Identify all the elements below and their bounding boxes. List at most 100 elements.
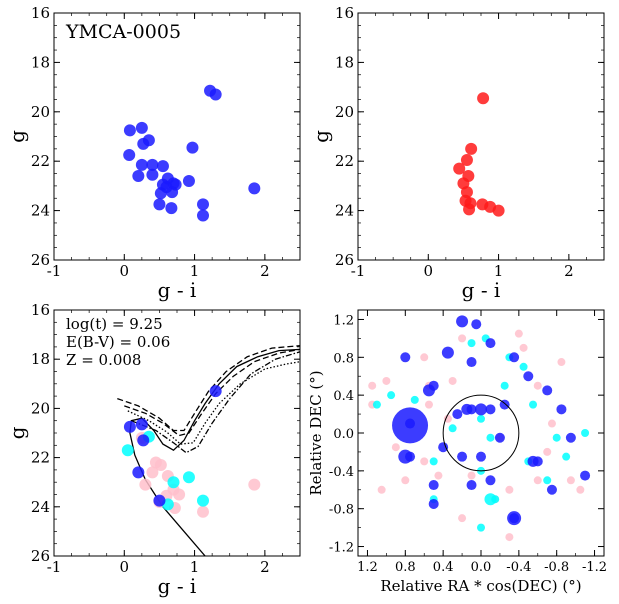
isochrone-dotted <box>127 361 300 445</box>
data-point <box>543 447 552 456</box>
data-point <box>477 92 490 105</box>
y-tick-label: 18 <box>31 53 50 71</box>
y-tick-label: 22 <box>31 449 50 467</box>
x-tick-label: -1 <box>47 262 62 280</box>
x-tick-label: 0.8 <box>395 560 416 575</box>
data-point <box>492 204 505 217</box>
data-point <box>566 476 575 485</box>
data-point <box>529 400 538 409</box>
isochrone-dashed <box>117 345 300 432</box>
data-point <box>542 385 553 396</box>
data-point-large <box>527 455 539 467</box>
data-point <box>429 457 438 466</box>
data-point <box>197 198 210 211</box>
data-point-large <box>398 449 413 464</box>
x-tick-label: 2 <box>260 558 270 576</box>
data-point <box>533 381 542 390</box>
data-point <box>137 137 150 150</box>
x-tick-label: -0.4 <box>506 560 531 575</box>
data-point <box>420 457 429 466</box>
y-axis-label: g <box>5 130 29 143</box>
y-axis-label: g <box>309 130 333 143</box>
data-point <box>505 533 514 542</box>
data-point <box>477 414 485 423</box>
axes-frame <box>357 12 605 261</box>
y-tick-label: 1.2 <box>333 313 354 328</box>
data-point <box>562 452 571 461</box>
data-point <box>123 149 136 162</box>
panel-p2: -1 0 1 2 16 18 20 22 24 26 g - i g <box>309 4 605 302</box>
data-point <box>458 334 467 343</box>
data-point <box>167 476 180 489</box>
isochrone-dashdot <box>131 351 300 454</box>
data-point <box>132 466 145 479</box>
data-point <box>485 338 496 349</box>
data-point <box>452 409 463 420</box>
data-point <box>166 186 179 199</box>
data-point <box>197 494 210 507</box>
data-point <box>466 480 477 491</box>
data-point <box>135 121 148 134</box>
data-point <box>387 391 396 400</box>
data-point <box>372 400 381 409</box>
y-tick-label: 0.8 <box>333 351 354 366</box>
series-red <box>453 92 505 217</box>
data-point <box>556 404 567 415</box>
y-tick-label: -1.2 <box>329 541 354 556</box>
panel-p3: -1 0 1 2 16 18 20 22 24 26 g - i g log(t) = 9.25E(B-… <box>5 301 301 598</box>
x-tick-label: -0.8 <box>544 560 569 575</box>
data-point-large <box>441 346 454 359</box>
data-point-large <box>507 511 522 526</box>
y-tick-label: 24 <box>31 202 50 220</box>
data-point <box>153 198 166 211</box>
x-axis-label: g - i <box>158 574 197 598</box>
data-point <box>514 329 523 338</box>
data-point <box>465 142 478 155</box>
y-tick-label: 22 <box>31 152 50 170</box>
data-point <box>428 480 439 491</box>
y-tick-label: 22 <box>335 152 354 170</box>
x-tick-label: 1 <box>494 262 504 280</box>
x-axis-label: g - i <box>462 278 501 302</box>
y-tick-label: 18 <box>335 53 354 71</box>
data-point <box>197 505 210 518</box>
data-point <box>519 362 528 371</box>
x-tick-label: -1.2 <box>582 560 607 575</box>
data-point <box>146 168 159 181</box>
plot-area <box>368 315 591 542</box>
y-tick-label: 26 <box>31 547 50 565</box>
data-point-large <box>475 403 487 416</box>
series-cyan <box>121 430 210 511</box>
x-tick-label: 2 <box>564 262 574 280</box>
y-tick-label: 26 <box>335 251 354 269</box>
data-point <box>154 187 167 200</box>
y-tick-label: 20 <box>335 103 354 121</box>
data-point <box>565 432 576 443</box>
plot-area <box>123 84 261 222</box>
data-point <box>453 162 466 175</box>
x-tick-label: 0 <box>120 558 130 576</box>
data-point <box>443 414 452 423</box>
data-point <box>420 353 429 362</box>
data-point <box>477 523 485 532</box>
y-tick-label: 16 <box>31 301 50 319</box>
panel-p4: 1.2 0.8 0.4 0.0 -0.4 -0.8 -1.21.20.80.40.0-0.4… <box>307 309 607 595</box>
data-point <box>154 458 167 471</box>
data-point <box>467 471 476 480</box>
y-tick-label: 20 <box>31 103 50 121</box>
data-point <box>485 404 496 415</box>
data-point <box>458 514 467 523</box>
data-point <box>368 381 377 390</box>
data-point <box>400 352 411 363</box>
y-tick-label: -0.4 <box>329 465 354 480</box>
x-tick-label: 0 <box>120 262 130 280</box>
data-point <box>486 433 495 442</box>
x-tick-label: 2 <box>260 262 270 280</box>
data-point <box>173 488 186 501</box>
data-point <box>485 475 496 486</box>
data-point <box>377 485 386 494</box>
x-tick-label: 1.2 <box>357 560 378 575</box>
data-point <box>546 484 557 495</box>
x-axis-label: g - i <box>158 278 197 302</box>
